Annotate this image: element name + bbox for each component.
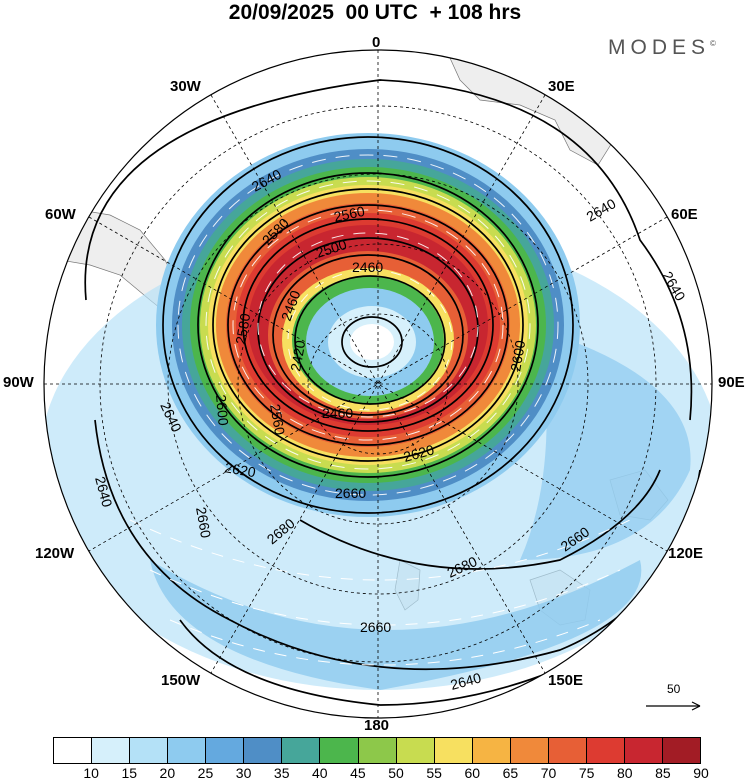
colorbar-tick-label: 30 <box>235 765 252 781</box>
colorbar-swatch <box>206 738 245 763</box>
colorbar-tick-label: 65 <box>502 765 519 781</box>
colorbar-swatch <box>663 738 701 763</box>
colorbar-tick-label: 25 <box>197 765 214 781</box>
colorbar-tick-label: 85 <box>655 765 671 781</box>
polar-map: 2640 2560 2580 2500 2460 2460 2420 2600 … <box>43 49 713 719</box>
colorbar-swatch <box>586 738 625 763</box>
contour-label: 2420 <box>287 339 308 373</box>
colorbar-swatch <box>358 738 397 763</box>
longitude-label: 60W <box>45 206 76 223</box>
colorbar-swatch <box>396 738 435 763</box>
colorbar-tick-label: 60 <box>464 765 481 781</box>
longitude-label: 150E <box>548 672 584 689</box>
vector-reference-arrow <box>646 701 701 711</box>
longitude-label: 120E <box>668 545 704 562</box>
graticule <box>44 50 712 718</box>
longitude-label: 30W <box>170 78 201 95</box>
colorbar-swatch <box>624 738 663 763</box>
colorbar-swatch <box>510 738 549 763</box>
contour-label: 2560 <box>267 403 288 437</box>
colorbar-tick-label: 80 <box>616 765 633 781</box>
brand-name: MODES <box>608 36 711 59</box>
colorbar <box>53 737 701 764</box>
longitude-label: 90E <box>718 374 745 391</box>
longitude-label: 60E <box>671 206 698 223</box>
copyright-mark: © <box>710 39 716 48</box>
contour-label: 2660 <box>193 506 214 540</box>
colorbar-tick-label: 45 <box>350 765 366 781</box>
colorbar-swatch <box>472 738 511 763</box>
colorbar-tick-label: 40 <box>312 765 328 781</box>
longitude-label: 120W <box>35 545 75 562</box>
longitude-label: 30E <box>548 78 575 95</box>
colorbar-tick-label: 75 <box>578 765 595 781</box>
colorbar-tick-label: 90 <box>693 765 709 781</box>
contour-label: 2640 <box>92 475 116 509</box>
contour-label: 2660 <box>360 619 391 635</box>
contour-label: 2620 <box>223 459 257 480</box>
colorbar-swatch <box>320 738 359 763</box>
contour-label: 2560 <box>332 203 366 225</box>
colorbar-tick-label: 55 <box>426 765 442 781</box>
page-title: 20/09/2025 00 UTC + 108 hrs <box>228 1 522 24</box>
contour-label: 2460 <box>352 259 383 275</box>
colorbar-ticks: 10 15 20 25 30 35 40 45 50 55 60 65 70 75 80 85 90 <box>53 765 708 782</box>
colorbar-swatch <box>244 738 283 763</box>
longitude-label: 90W <box>3 374 34 391</box>
vector-reference-label: 50 <box>667 682 681 696</box>
colorbar-swatch <box>434 738 473 763</box>
colorbar-swatch <box>54 738 93 763</box>
contour-label: 2580 <box>232 312 253 346</box>
colorbar-tick-label: 50 <box>388 765 404 781</box>
colorbar-tick-label: 15 <box>121 765 138 781</box>
contour-label: 2600 <box>507 339 528 373</box>
colorbar-swatch <box>130 738 169 763</box>
map-disk-content <box>44 50 712 718</box>
colorbar-tick-label: 20 <box>159 765 176 781</box>
map-boundary <box>43 49 713 719</box>
contour-label: 2660 <box>335 485 366 501</box>
longitude-label: 150W <box>161 672 201 689</box>
longitude-label: 0 <box>372 34 381 51</box>
contour-label: 2460 <box>322 405 353 421</box>
colorbar-tick-label: 10 <box>83 765 99 781</box>
contour-label: 2600 <box>213 394 232 427</box>
longitude-label: 180 <box>364 717 390 734</box>
brand-logo: MODES© <box>608 36 716 60</box>
contour-label: 2620 <box>402 441 436 465</box>
wind-vectors <box>129 154 631 666</box>
colorbar-tick-label: 70 <box>540 765 557 781</box>
colorbar-swatch <box>168 738 207 763</box>
colorbar-tick-label: 35 <box>273 765 290 781</box>
colorbar-swatch <box>92 738 131 763</box>
colorbar-swatch <box>282 738 321 763</box>
colorbar-swatch <box>548 738 587 763</box>
contour-label: 2640 <box>449 669 483 693</box>
